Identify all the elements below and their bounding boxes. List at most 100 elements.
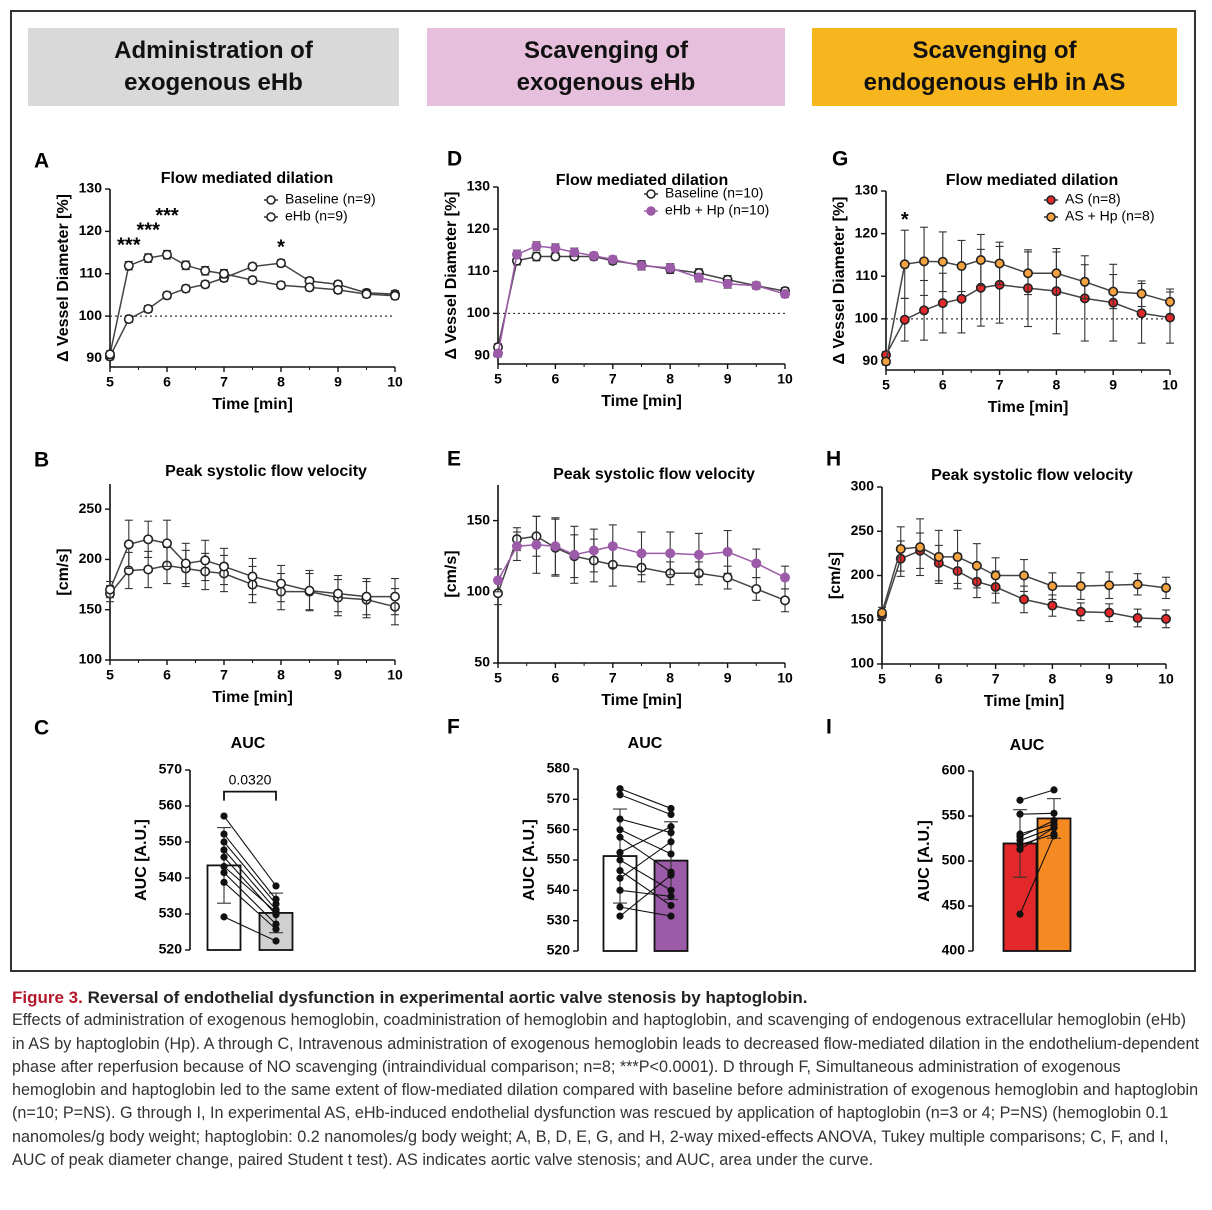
data-point <box>1161 613 1172 624</box>
y-axis-label: AUC [A.U.] <box>133 819 150 901</box>
panel-letter: A <box>34 150 49 173</box>
x-tick-label: 8 <box>666 371 674 387</box>
p-value-label: 0.0320 <box>229 771 272 787</box>
x-tick-label: 7 <box>609 371 617 387</box>
data-point <box>1075 606 1086 617</box>
paired-line <box>619 889 672 897</box>
data-point <box>275 578 286 589</box>
x-tick-label: 10 <box>777 371 793 387</box>
data-point <box>162 538 173 549</box>
paired-line <box>1019 789 1055 801</box>
paired-point <box>667 886 675 894</box>
data-point <box>1075 581 1086 592</box>
caption-title-text: Reversal of endothelial dysfunction in e… <box>87 988 808 1007</box>
x-tick-label: 10 <box>387 667 403 683</box>
caption-title: Figure 3. Reversal of endothelial dysfun… <box>12 986 1202 1009</box>
y-tick-label: 130 <box>467 178 491 194</box>
data-point <box>751 280 762 291</box>
x-tick-label: 7 <box>220 667 228 683</box>
data-point <box>389 591 400 602</box>
y-tick-label: 90 <box>86 349 102 365</box>
series-2 <box>105 249 400 360</box>
data-point <box>1018 570 1029 581</box>
y-tick-label: 550 <box>159 833 183 849</box>
series-2 <box>880 226 1176 367</box>
data-point <box>779 572 790 583</box>
data-point <box>1161 582 1172 593</box>
paired-point <box>616 848 624 857</box>
x-axis-label: Time [min] <box>212 396 293 413</box>
paired-point <box>667 804 675 813</box>
x-tick-label: 10 <box>1158 671 1174 687</box>
data-point <box>1051 268 1062 279</box>
data-point <box>899 314 910 325</box>
paired-point <box>616 867 624 875</box>
paired-line <box>223 866 277 913</box>
x-axis-label: Time [min] <box>988 399 1069 416</box>
panel-title: AUC <box>628 735 663 752</box>
data-point <box>511 541 522 552</box>
x-axis-label: Time [min] <box>601 393 682 410</box>
y-tick-label: 560 <box>547 820 571 836</box>
y-tick-label: 540 <box>547 881 571 897</box>
y-tick-label: 580 <box>547 760 571 776</box>
paired-line <box>223 815 277 887</box>
data-point <box>143 303 154 314</box>
series-2 <box>492 515 790 593</box>
paired-line <box>223 849 277 911</box>
x-tick-label: 6 <box>552 670 560 686</box>
data-point <box>361 289 372 300</box>
data-point <box>389 290 400 301</box>
data-point <box>665 262 676 273</box>
y-tick-label: 150 <box>467 511 491 527</box>
paired-point <box>616 785 624 793</box>
paired-line <box>1019 827 1055 841</box>
paired-point <box>272 920 280 928</box>
y-tick-label: 550 <box>942 807 966 823</box>
y-tick-label: 100 <box>467 583 491 599</box>
y-tick-label: 500 <box>942 852 966 868</box>
data-point <box>1132 612 1143 623</box>
panel-f: F AUC 520 530 540 550 560 570 580 AUC [A.U.] <box>447 716 689 958</box>
paired-point <box>667 810 675 819</box>
x-tick-label: 6 <box>552 371 560 387</box>
y-tick-label: 520 <box>159 941 183 957</box>
legend: Baseline (n=10)eHb + Hp (n=10) <box>644 185 769 218</box>
paired-point <box>616 874 624 882</box>
paired-point <box>1050 832 1058 840</box>
data-point <box>588 545 599 556</box>
header-text: Scavenging of endogenous eHb in AS <box>863 37 1126 96</box>
data-point <box>247 571 258 582</box>
data-point <box>1165 296 1176 307</box>
y-axis-label: [cm/s] <box>827 552 844 599</box>
paired-point <box>667 823 675 831</box>
paired-point <box>667 829 675 837</box>
x-tick-label: 6 <box>935 671 943 687</box>
paired-point <box>220 878 228 886</box>
x-tick-label: 10 <box>387 374 403 390</box>
y-axis-label: [cm/s] <box>55 548 72 595</box>
paired-line <box>619 788 672 809</box>
paired-line <box>619 836 672 873</box>
x-tick-label: 5 <box>882 377 890 393</box>
x-tick-label: 5 <box>494 371 502 387</box>
y-tick-label: 130 <box>79 180 103 196</box>
header-text: Scavenging of exogenous eHb <box>516 37 696 96</box>
data-point <box>1018 594 1029 605</box>
header-endogenous-scavenging: Scavenging of endogenous eHb in AS <box>812 28 1177 106</box>
figure-frame <box>10 10 1196 972</box>
paired-line <box>619 906 672 917</box>
y-tick-label: 450 <box>942 897 966 913</box>
data-point <box>975 255 986 266</box>
paired-line <box>619 794 672 816</box>
x-tick-label: 7 <box>992 671 1000 687</box>
paired-point <box>667 901 675 910</box>
data-point <box>550 541 561 552</box>
paired-point <box>220 846 228 854</box>
legend: AS (n=8)AS + Hp (n=8) <box>1044 191 1155 224</box>
y-tick-label: 100 <box>851 655 875 671</box>
x-tick-label: 9 <box>334 667 342 683</box>
series-2 <box>105 519 400 616</box>
paired-line <box>619 826 672 853</box>
legend-label: Baseline (n=10) <box>665 185 763 201</box>
